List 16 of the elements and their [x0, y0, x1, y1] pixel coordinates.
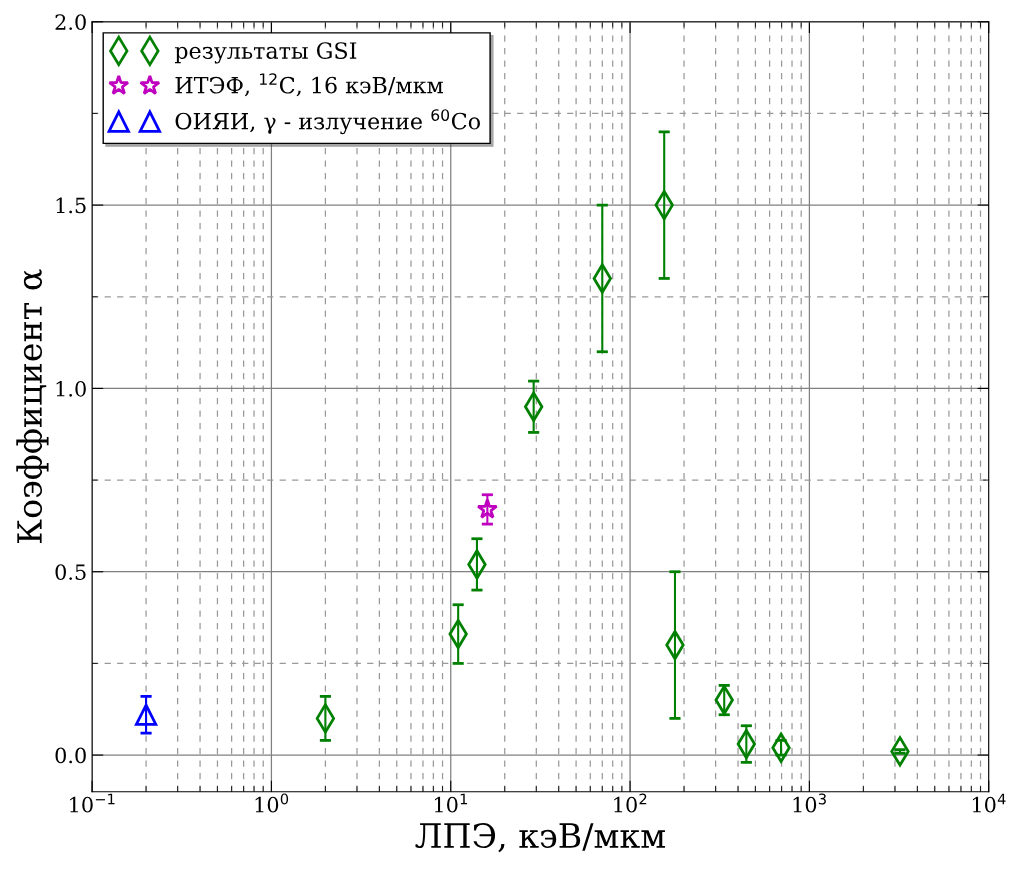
y-tick-label: 0.0: [55, 747, 86, 764]
y-axis-title: Коэффициент α: [16, 269, 49, 543]
x-tick-label: 10$^{1}$: [434, 793, 468, 813]
x-tick-label: 10$^{0}$: [255, 793, 289, 813]
y-tick-label: 0.5: [55, 564, 86, 580]
y-tick-label: 1.0: [56, 380, 86, 397]
x-tick-label: 10$^{4}$: [972, 793, 1006, 813]
legend-label: результаты GSI: [174, 42, 357, 64]
x-axis-title: ЛПЭ, кэВ/мкм: [415, 822, 665, 853]
legend-label: ОИЯИ, γ - излучение $^{60}$Co: [175, 109, 480, 135]
y-tick-label: 1.5: [56, 197, 86, 214]
x-tick-label: 10$^{−1}$: [70, 793, 115, 813]
x-tick-label: 10$^{3}$: [793, 793, 826, 813]
x-tick-label: 10$^{2}$: [614, 793, 647, 813]
y-tick-label: 2.0: [55, 14, 86, 30]
legend-label: ИТЭФ, $^{12}$C, 16 кэВ/мкм: [175, 73, 443, 97]
